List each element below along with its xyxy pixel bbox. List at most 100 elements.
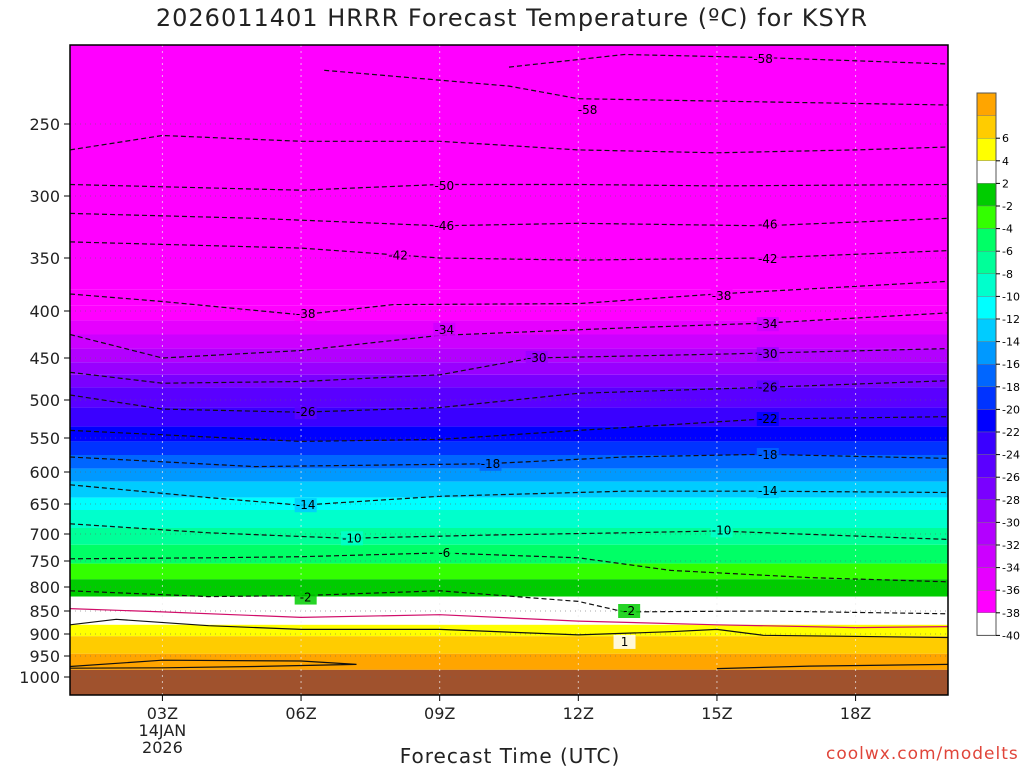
colorbar-label: -10 (1002, 290, 1020, 303)
contour-line (69, 241, 949, 261)
colorbar-swatch (976, 92, 997, 116)
contour-label-bg (710, 523, 733, 538)
contour-label: -18 (481, 457, 501, 471)
temperature-band (70, 320, 948, 335)
colorbar-label: -20 (1002, 403, 1020, 416)
source-credit[interactable]: coolwx.com/modelts (826, 744, 1019, 764)
y-tick-label: 650 (29, 495, 60, 514)
x-tick-label: 15Z (701, 704, 732, 723)
colorbar-swatch (976, 115, 997, 139)
colorbar-label: -38 (1002, 607, 1020, 620)
colorbar-label: -32 (1002, 539, 1020, 552)
temperature-band (70, 305, 948, 321)
contour-label-bg (294, 590, 317, 605)
colorbar-swatch (976, 205, 997, 229)
contour-label-bg (756, 217, 779, 232)
colorbar-swatch (976, 137, 997, 161)
colorbar-label: -8 (1002, 268, 1013, 281)
temperature-band (70, 624, 948, 637)
contour-label: -38 (712, 289, 732, 303)
contour-label-bg (710, 289, 733, 304)
contour-label-bg (613, 634, 636, 649)
y-tick-label: 900 (29, 625, 60, 644)
colorbar-label: -24 (1002, 449, 1020, 462)
colorbar-label: -18 (1002, 381, 1020, 394)
contour-line (69, 416, 949, 443)
colorbar-swatch (976, 454, 997, 478)
contour-line (69, 523, 949, 540)
temperature-band (70, 334, 948, 349)
contour-label: -22 (758, 412, 778, 426)
y-tick-label: 550 (29, 429, 60, 448)
colorbar-swatch (976, 431, 997, 455)
colorbar-label: -36 (1002, 584, 1020, 597)
contour-label: -34 (435, 323, 455, 337)
y-tick-label: 1000 (19, 668, 60, 687)
x-tick-label: 09Z (424, 704, 455, 723)
colorbar-swatch (976, 318, 997, 342)
colorbar-swatch (976, 386, 997, 410)
contour-label: -34 (758, 317, 778, 331)
colorbar-label: -22 (1002, 426, 1020, 439)
contour-label: -42 (758, 252, 778, 266)
colorbar-swatch (976, 612, 997, 636)
y-tick-label: 500 (29, 391, 60, 410)
colorbar-label: -16 (1002, 358, 1020, 371)
colorbar-label: -28 (1002, 494, 1020, 507)
contour-label-bg (525, 351, 548, 365)
temperature-band (70, 374, 948, 388)
colorbar-label: 6 (1002, 132, 1009, 145)
contour-label: -26 (758, 380, 778, 394)
colorbar-swatch (976, 499, 997, 523)
contour-label: -10 (342, 531, 362, 545)
contour-label-bg (433, 322, 456, 337)
colorbar-swatch (976, 544, 997, 568)
temperature-band (70, 426, 948, 442)
y-tick-label: 300 (29, 187, 60, 206)
colorbar-label: 2 (1002, 177, 1009, 190)
colorbar-swatch (976, 364, 997, 388)
temperature-band (70, 596, 948, 611)
colorbar-label: -2 (1002, 200, 1013, 213)
contour-label-bg (433, 218, 456, 233)
contour-label: -46 (435, 219, 455, 233)
y-tick-label: 850 (29, 602, 60, 621)
contour-line (69, 590, 949, 615)
contour-label: -26 (296, 405, 316, 419)
contour-label: -38 (296, 307, 316, 321)
y-tick-label: 800 (29, 578, 60, 597)
colorbar-label: -40 (1002, 629, 1020, 642)
contour-line (69, 212, 949, 227)
temperature-band (70, 468, 948, 482)
colorbar-label: -30 (1002, 516, 1020, 529)
contour-label: -2 (300, 591, 312, 605)
colorbar-label: 4 (1002, 155, 1009, 168)
y-tick-label: 950 (29, 647, 60, 666)
temperature-band (70, 387, 948, 408)
colorbar-swatch (976, 160, 997, 184)
contour-line (716, 663, 949, 670)
x-axis-title: Forecast Time (UTC) (399, 744, 621, 768)
contour-line (69, 453, 949, 468)
temperature-band (70, 636, 948, 654)
colorbar-label: -26 (1002, 471, 1020, 484)
colorbar-swatch (976, 567, 997, 591)
contour-line (69, 484, 949, 506)
contour-label: -30 (758, 347, 778, 361)
contour-label-bg (756, 448, 779, 462)
plot-frame (69, 44, 949, 696)
contour-line (324, 69, 949, 106)
colorbar-label: -14 (1002, 336, 1020, 349)
temperature-band (70, 510, 948, 528)
y-tick-label: 600 (29, 463, 60, 482)
contour-line (69, 618, 949, 639)
y-tick-label: 750 (29, 552, 60, 571)
contour-label-bg (294, 306, 317, 321)
x-tick-label: 06Z (285, 704, 316, 723)
y-tick-label: 350 (29, 249, 60, 268)
colorbar-swatch (976, 522, 997, 546)
colorbar-label: -34 (1002, 562, 1020, 575)
contour-label: -14 (296, 498, 316, 512)
contour-label: -46 (758, 218, 778, 232)
contour-line (69, 380, 949, 413)
